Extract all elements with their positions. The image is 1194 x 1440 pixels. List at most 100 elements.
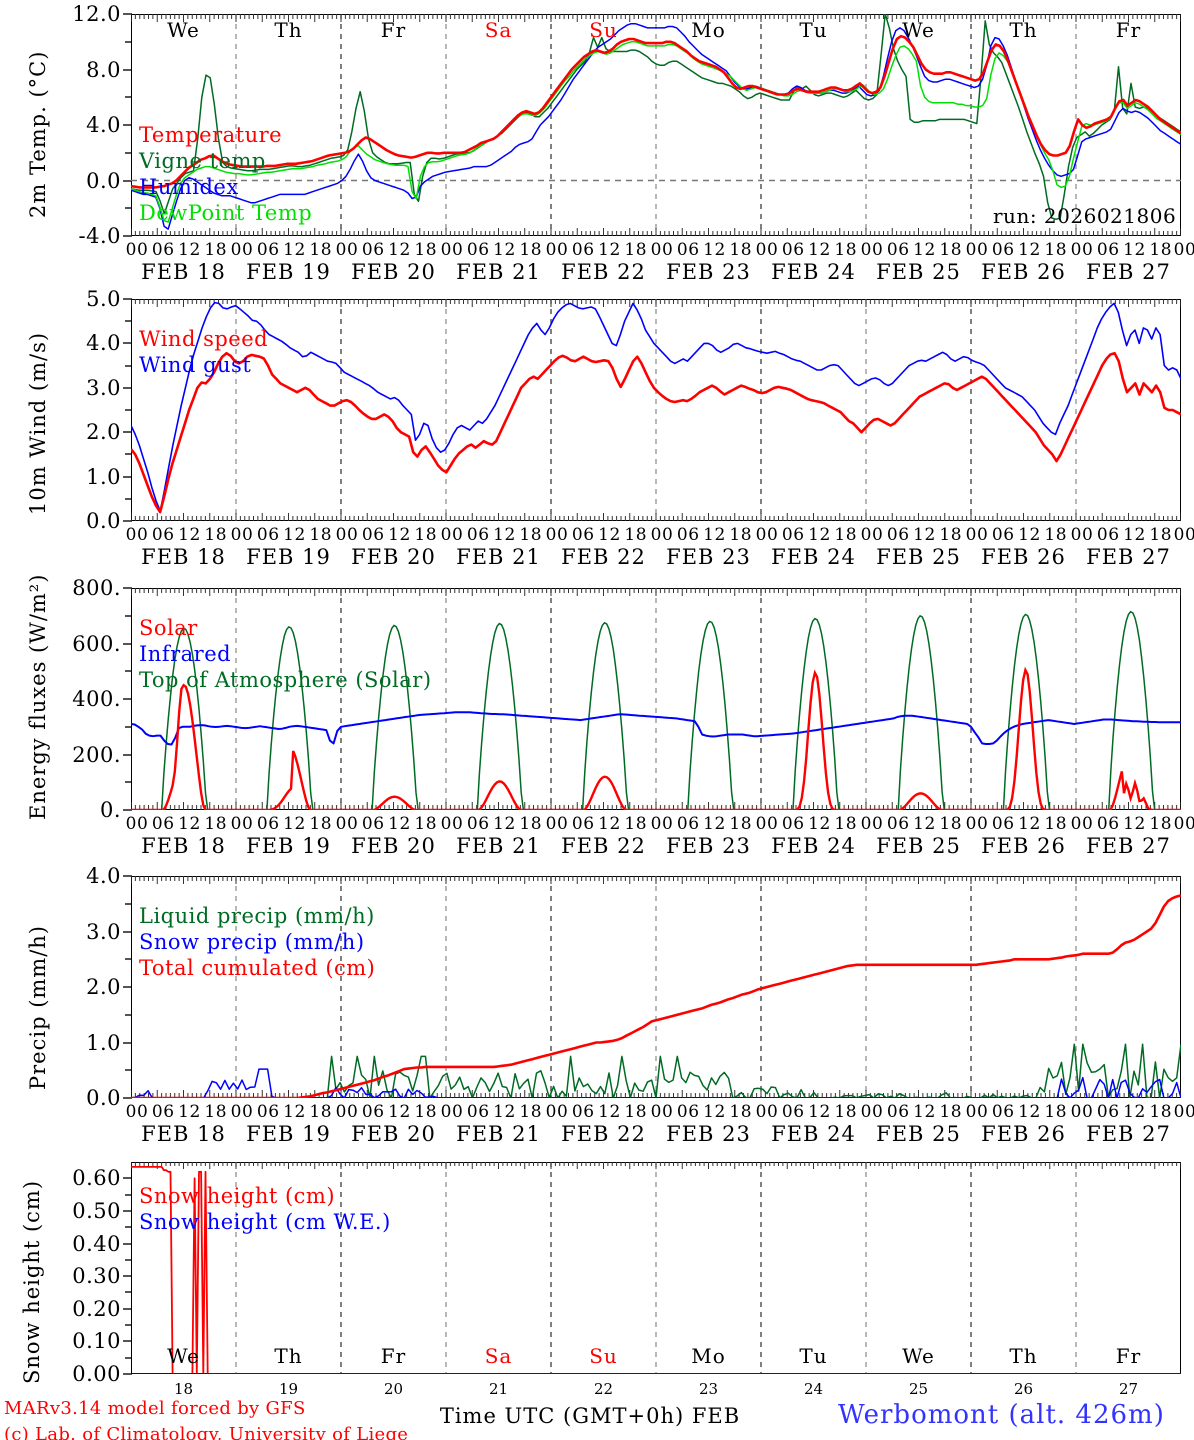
xtick-hour: 00 xyxy=(230,240,254,260)
legend-solar: Solar xyxy=(139,616,198,640)
xtick-hour: 18 xyxy=(1044,525,1068,545)
xtick-date: FEB 25 xyxy=(876,1122,961,1146)
ytick-minor xyxy=(125,781,132,784)
ytick-mark xyxy=(123,68,132,71)
weekday-label-su-4: Su xyxy=(589,18,618,42)
xtick-hour: 00 xyxy=(1070,814,1094,834)
weekday-label-sa-3: Sa xyxy=(484,1344,513,1368)
xtick-daynumber: 21 xyxy=(488,1380,509,1398)
ytick-mark xyxy=(123,475,132,478)
xtick-hour: 12 xyxy=(913,525,936,545)
weekday-label-tu-6: Tu xyxy=(799,18,828,42)
xtick-hour: 12 xyxy=(1018,240,1041,260)
xtick-hour: 00 xyxy=(1173,240,1194,260)
ytick-label: 4.0 xyxy=(86,113,121,137)
xtick-hour: 12 xyxy=(388,1102,411,1122)
xtick-hour: 06 xyxy=(1096,240,1120,260)
xtick-date: FEB 22 xyxy=(561,1122,646,1146)
ytick-minor xyxy=(125,1226,132,1229)
xtick-hour: 12 xyxy=(703,1102,726,1122)
xtick-date: FEB 21 xyxy=(456,1122,541,1146)
xtick-hour: 18 xyxy=(309,814,333,834)
ytick-label: 8.0 xyxy=(86,57,121,82)
xtick-hour: 12 xyxy=(598,1102,621,1122)
ytick-mark xyxy=(123,1373,132,1375)
ytick-label: 2.0 xyxy=(86,975,121,999)
xtick-hour: 18 xyxy=(1149,525,1173,545)
xtick-hour: 18 xyxy=(1149,1102,1173,1122)
xtick-hour: 18 xyxy=(1044,240,1068,260)
ytick-label: 0.30 xyxy=(72,1264,121,1289)
ytick-mark xyxy=(123,1275,132,1278)
xtick-hour: 06 xyxy=(466,240,490,260)
xtick-hour: 18 xyxy=(414,1102,438,1122)
legend-total-cumulated: Total cumulated (cm) xyxy=(139,956,376,980)
xtick-hour: 00 xyxy=(965,525,989,545)
xtick-hour: 00 xyxy=(440,1102,464,1122)
xtick-hour: 12 xyxy=(1123,814,1146,834)
xtick-hour: 12 xyxy=(283,814,306,834)
xtick-hour: 00 xyxy=(965,240,989,260)
xtick-hour: 06 xyxy=(151,525,175,545)
xtick-hour: 06 xyxy=(991,814,1015,834)
footer-copyright: (c) Lab. of Climatology, University of L… xyxy=(4,1424,409,1440)
xtick-hour: 18 xyxy=(834,525,858,545)
ytick-mark xyxy=(123,179,132,182)
xtick-hour: 18 xyxy=(729,525,753,545)
xtick-hour: 18 xyxy=(624,240,648,260)
xtick-daynumber: 22 xyxy=(593,1380,614,1398)
legend-infrared: Infrared xyxy=(139,642,232,666)
xtick-hour: 00 xyxy=(335,525,359,545)
ytick-mark xyxy=(123,986,132,988)
xtick-date: FEB 24 xyxy=(771,260,856,284)
xtick-hour: 18 xyxy=(939,240,963,260)
xtick-date: FEB 26 xyxy=(981,1122,1066,1146)
ytick-mark xyxy=(123,298,132,300)
xtick-hour: 12 xyxy=(1123,240,1146,260)
xtick-hour: 00 xyxy=(650,814,674,834)
xtick-date: FEB 26 xyxy=(981,260,1066,284)
legend-top-of-atmosphere: Top of Atmosphere (Solar) xyxy=(139,668,432,692)
xtick-date: FEB 27 xyxy=(1086,260,1171,284)
ytick-mark xyxy=(123,342,132,345)
weekday-label-fr-2: Fr xyxy=(380,1344,407,1368)
xtick-hour: 00 xyxy=(860,240,884,260)
legend-humidex: Humidex xyxy=(139,175,239,199)
xtick-date: FEB 21 xyxy=(456,834,541,858)
xtick-hour: 18 xyxy=(519,814,543,834)
weekday-label-sa-3: Sa xyxy=(484,18,513,42)
xtick-hour: 06 xyxy=(676,1102,700,1122)
ytick-mark xyxy=(123,1242,132,1245)
xtick-date: FEB 26 xyxy=(981,834,1066,858)
weekday-label-th-8: Th xyxy=(1009,18,1038,42)
xtick-date: FEB 19 xyxy=(246,260,331,284)
xtick-hour: 00 xyxy=(755,1102,779,1122)
xtick-hour: 18 xyxy=(624,525,648,545)
xtick-hour: 00 xyxy=(125,814,149,834)
xtick-hour: 12 xyxy=(283,240,306,260)
xtick-hour: 00 xyxy=(1173,814,1194,834)
xtick-hour: 18 xyxy=(729,814,753,834)
xtick-hour: 06 xyxy=(781,814,805,834)
xtick-hour: 06 xyxy=(151,240,175,260)
ytick-mark xyxy=(123,809,132,811)
xtick-hour: 12 xyxy=(703,525,726,545)
ytick-minor xyxy=(125,364,132,367)
ytick-label: 2.0 xyxy=(86,420,121,445)
xtick-hour: 00 xyxy=(860,525,884,545)
ytick-label: 3.0 xyxy=(86,919,121,944)
ytick-mark xyxy=(123,930,132,933)
xtick-hour: 00 xyxy=(545,1102,569,1122)
xtick-hour: 06 xyxy=(886,814,910,834)
xtick-hour: 12 xyxy=(598,814,621,834)
weekday-label-we-7: We xyxy=(902,1344,935,1368)
xtick-date: FEB 25 xyxy=(876,834,961,858)
xtick-hour: 06 xyxy=(676,525,700,545)
xtick-date: FEB 23 xyxy=(666,834,751,858)
ytick-minor xyxy=(125,40,132,43)
xtick-date: FEB 26 xyxy=(981,545,1066,569)
xtick-date: FEB 27 xyxy=(1086,545,1171,569)
xtick-hour: 06 xyxy=(991,525,1015,545)
xtick-hour: 06 xyxy=(256,814,280,834)
xtick-date: FEB 25 xyxy=(876,545,961,569)
